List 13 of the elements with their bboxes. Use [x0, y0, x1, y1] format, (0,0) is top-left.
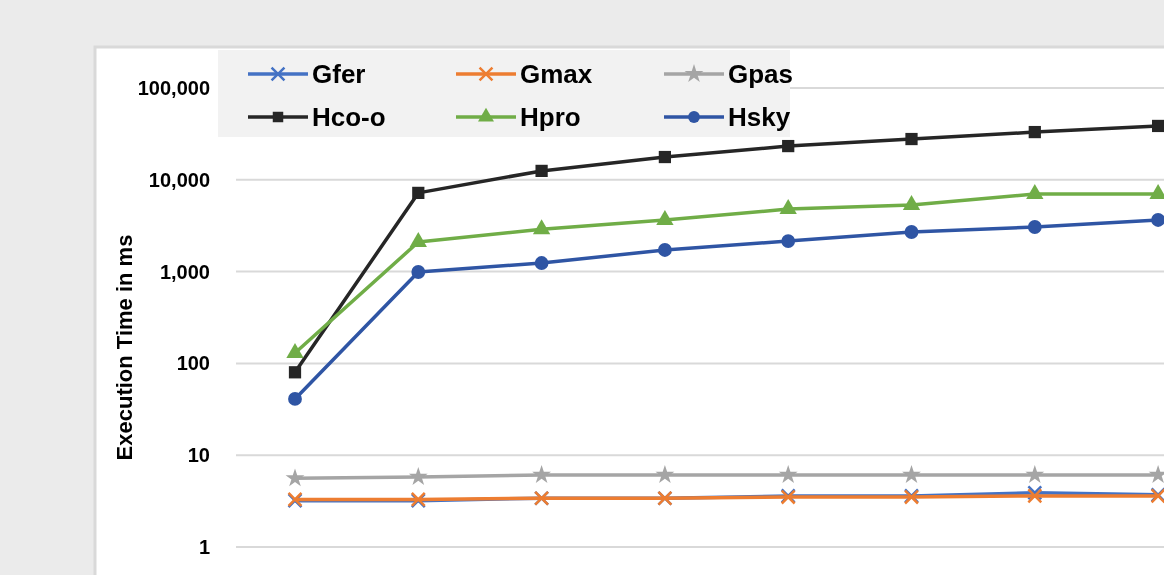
- legend-label: Hco-o: [312, 102, 386, 132]
- legend-label: Hsky: [728, 102, 791, 132]
- legend-label: Gfer: [312, 59, 366, 89]
- y-tick-label: 10,000: [148, 168, 210, 191]
- legend-label: Gpas: [728, 59, 794, 89]
- y-tick-label: 10: [187, 444, 210, 467]
- y-tick-label: 100,000: [137, 77, 210, 99]
- y-axis-title: Execution Time in ms: [112, 234, 137, 461]
- y-tick-label: 100: [176, 352, 210, 375]
- y-tick-label: 1: [198, 536, 210, 558]
- y-tick-label: 1,000: [159, 260, 210, 283]
- legend-label: Hpro: [520, 102, 581, 132]
- legend-label: Gmax: [520, 59, 593, 89]
